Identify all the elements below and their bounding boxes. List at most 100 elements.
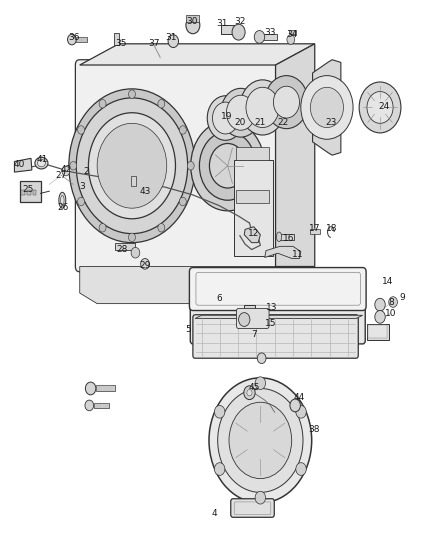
Circle shape [78, 197, 85, 206]
Circle shape [229, 402, 292, 479]
Text: 32: 32 [234, 17, 246, 26]
Bar [21, 190, 25, 195]
Text: 8: 8 [388, 298, 394, 307]
Text: 29: 29 [139, 261, 151, 270]
Bar [20, 181, 41, 202]
Circle shape [141, 259, 149, 269]
Bar [289, 30, 297, 34]
FancyBboxPatch shape [190, 306, 365, 344]
Circle shape [88, 113, 176, 219]
Circle shape [85, 382, 96, 395]
Ellipse shape [35, 157, 48, 169]
Circle shape [70, 161, 77, 170]
Circle shape [244, 386, 255, 400]
Text: 41: 41 [37, 155, 49, 164]
Circle shape [301, 76, 353, 139]
Circle shape [199, 131, 256, 200]
Text: 34: 34 [286, 30, 298, 39]
Circle shape [218, 389, 303, 492]
Circle shape [296, 463, 306, 475]
Text: 30: 30 [186, 17, 198, 26]
Text: 33: 33 [265, 28, 276, 37]
Bar [186, 15, 199, 21]
Bar [237, 190, 269, 203]
Polygon shape [195, 316, 363, 318]
Text: 26: 26 [57, 203, 69, 212]
Text: 21: 21 [254, 118, 266, 127]
Circle shape [128, 233, 135, 241]
Bar [94, 403, 110, 408]
Text: 14: 14 [382, 277, 394, 286]
Text: 45: 45 [248, 383, 259, 392]
Bar [279, 233, 294, 240]
Text: 40: 40 [14, 160, 25, 169]
Bar [27, 190, 31, 195]
Circle shape [255, 491, 265, 504]
Text: 16: 16 [283, 235, 294, 244]
Circle shape [158, 100, 165, 108]
Ellipse shape [38, 159, 46, 167]
Text: 2: 2 [84, 166, 89, 175]
Text: 10: 10 [385, 309, 397, 318]
Circle shape [265, 76, 308, 128]
Circle shape [296, 406, 306, 418]
Text: 27: 27 [56, 171, 67, 180]
Circle shape [78, 126, 85, 134]
Bar [311, 229, 320, 233]
Bar [115, 243, 135, 249]
Circle shape [158, 223, 165, 232]
Circle shape [186, 17, 200, 34]
Text: 20: 20 [234, 118, 246, 127]
Text: 17: 17 [309, 224, 321, 233]
Circle shape [67, 34, 76, 45]
Bar [221, 25, 234, 34]
Text: 22: 22 [278, 118, 289, 127]
Polygon shape [80, 266, 276, 304]
Text: 13: 13 [265, 303, 277, 312]
FancyBboxPatch shape [237, 309, 269, 328]
Circle shape [212, 102, 239, 134]
FancyBboxPatch shape [193, 315, 358, 358]
Circle shape [226, 95, 255, 130]
Text: 25: 25 [23, 185, 34, 194]
Circle shape [215, 406, 225, 418]
Ellipse shape [59, 192, 66, 208]
Text: 36: 36 [69, 33, 80, 42]
Circle shape [179, 126, 186, 134]
Text: 18: 18 [326, 224, 338, 233]
Text: 37: 37 [148, 39, 159, 49]
Circle shape [97, 123, 167, 208]
Circle shape [85, 400, 94, 411]
Circle shape [273, 86, 300, 118]
Bar [234, 160, 273, 256]
Text: 43: 43 [139, 187, 151, 196]
Circle shape [239, 313, 250, 326]
Circle shape [179, 197, 186, 206]
Ellipse shape [60, 196, 64, 205]
Bar [237, 147, 269, 160]
Circle shape [287, 35, 295, 44]
Circle shape [359, 82, 401, 133]
Circle shape [62, 166, 70, 176]
Text: 28: 28 [117, 245, 128, 254]
Circle shape [215, 463, 225, 475]
Circle shape [240, 80, 285, 135]
Bar [131, 176, 136, 186]
Polygon shape [276, 44, 315, 266]
FancyBboxPatch shape [231, 499, 274, 518]
FancyBboxPatch shape [75, 60, 276, 272]
Circle shape [257, 353, 266, 364]
Bar [33, 190, 36, 195]
Text: 7: 7 [251, 330, 257, 339]
Text: 6: 6 [216, 294, 222, 303]
Circle shape [246, 87, 279, 127]
Text: 9: 9 [399, 293, 405, 302]
Text: 19: 19 [221, 112, 233, 122]
Text: 35: 35 [115, 39, 127, 49]
Text: 42: 42 [60, 166, 71, 174]
Text: 31: 31 [166, 33, 177, 42]
Bar [367, 324, 389, 340]
Circle shape [367, 92, 393, 123]
Text: 24: 24 [378, 102, 389, 111]
Circle shape [207, 96, 244, 140]
